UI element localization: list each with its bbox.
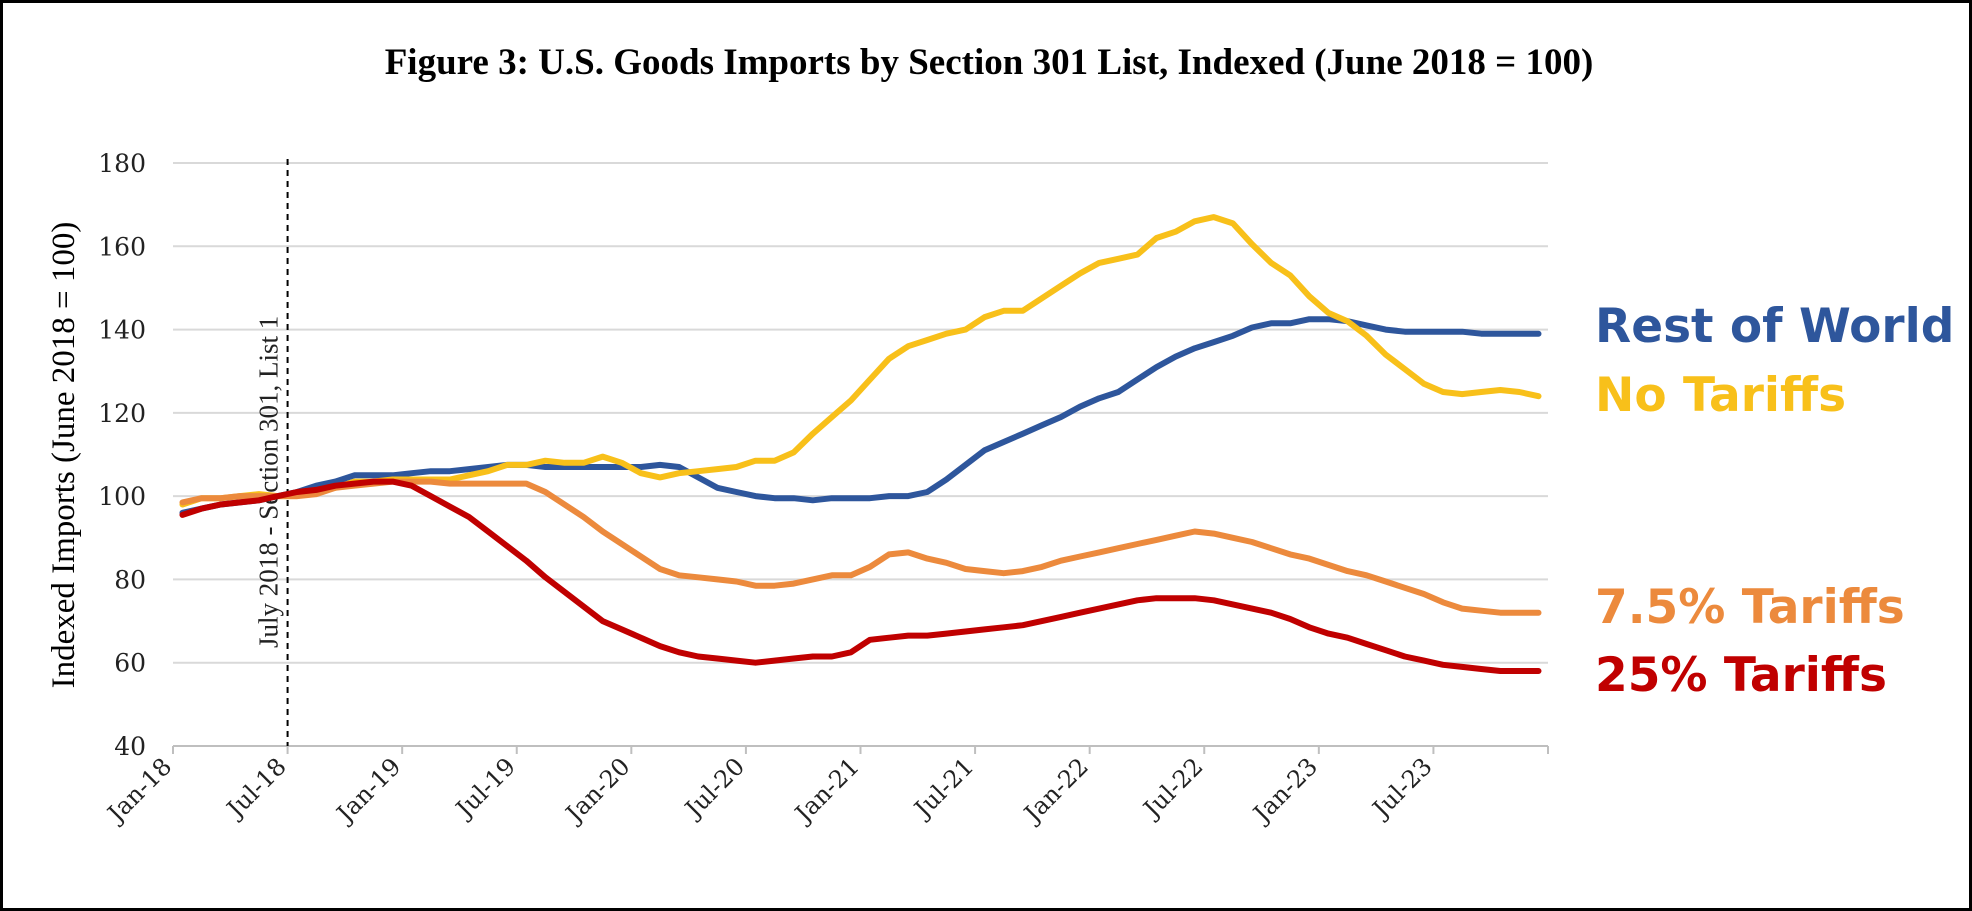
y-tick-label: 60 — [114, 649, 146, 678]
x-tick-label: Jul-18 — [219, 752, 291, 824]
y-tick-label: 40 — [114, 732, 146, 761]
y-tick-label: 160 — [98, 232, 146, 261]
x-tick-label: Jul-20 — [678, 752, 750, 824]
x-tick-label: Jan-23 — [1246, 752, 1323, 829]
x-tick-label: Jul-23 — [1365, 752, 1437, 824]
legend-label-7-5-tariffs: 7.5% Tariffs — [1595, 580, 1905, 635]
x-tick-label: Jul-21 — [907, 752, 979, 824]
x-tick-label: Jan-20 — [558, 752, 635, 829]
x-tick-label: Jan-21 — [788, 752, 865, 829]
series-line-no-tariffs — [179, 214, 1542, 508]
x-tick-label: Jan-18 — [100, 752, 177, 829]
y-tick-label: 140 — [98, 316, 146, 345]
series-line-7-5-tariffs — [179, 478, 1542, 616]
series-line-25-tariffs — [179, 478, 1542, 674]
legend-label-no-tariffs: No Tariffs — [1595, 368, 1846, 423]
y-axis-title: Indexed Imports (June 2018 = 100) — [46, 222, 82, 689]
legend-label-rest-of-world: Rest of World — [1595, 299, 1954, 354]
series-line-rest-of-world — [179, 316, 1542, 516]
line-chart: 40 60 80 100 120 140 160 180 Jan-18 Jul-18 Jan-19 J… — [46, 149, 1954, 830]
y-tick-label: 100 — [98, 482, 146, 511]
y-tick-label: 120 — [98, 399, 146, 428]
chart-title: Figure 3: U.S. Goods Imports by Section … — [384, 42, 1594, 83]
y-tick-label: 180 — [98, 149, 146, 178]
annotation-label: July 2018 - Section 301, List 1 — [254, 316, 284, 648]
x-tick-label: Jul-19 — [449, 752, 521, 824]
x-tick-label: Jul-22 — [1136, 752, 1208, 824]
legend-label-25-tariffs: 25% Tariffs — [1595, 648, 1887, 703]
x-tick-label: Jan-19 — [329, 752, 406, 829]
y-tick-label: 80 — [114, 565, 146, 594]
x-tick-label: Jan-22 — [1017, 752, 1094, 829]
